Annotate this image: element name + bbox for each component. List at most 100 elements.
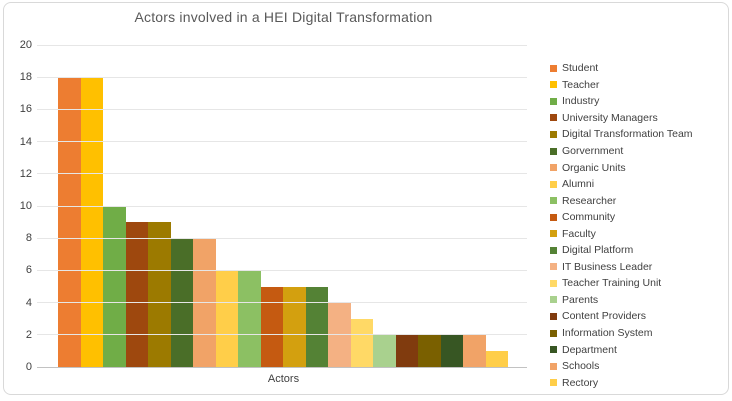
bar-parents (373, 334, 396, 367)
bar-department (440, 334, 463, 367)
legend-swatch-icon (550, 97, 557, 105)
gridline-y-20 (37, 44, 527, 46)
bars-group (58, 77, 508, 367)
legend-item-parents: Parents (550, 292, 693, 309)
legend-item-rectory: Rectory (550, 374, 693, 391)
bar-industry (103, 206, 126, 367)
legend-item-university-managers: University Managers (550, 110, 693, 127)
legend-swatch-icon (550, 346, 557, 354)
legend-swatch-icon (550, 64, 557, 72)
legend-swatch-icon (550, 362, 557, 370)
legend-label: Organic Units (562, 161, 626, 174)
legend-item-information-system: Information System (550, 325, 693, 342)
legend-label: Department (562, 343, 617, 356)
y-tick-label-10: 10 (19, 200, 32, 212)
gridline-y-10 (37, 205, 527, 207)
legend-swatch-icon (550, 147, 557, 155)
y-axis-labels: 0 2 4 6 8 10 12 14 16 18 20 (4, 39, 32, 373)
chart-frame: Actors involved in a HEI Digital Transfo… (3, 2, 729, 395)
gridline-y-8 (37, 237, 527, 239)
legend-label: Gorvernment (562, 145, 624, 157)
legend-item-student: Student (550, 60, 693, 77)
y-tick-label-16: 16 (19, 103, 32, 116)
legend-label: Rectory (562, 376, 599, 389)
legend-label: Digital Platform (562, 244, 634, 257)
y-tick-label-6: 6 (25, 264, 32, 277)
x-axis-title: Actors (267, 373, 300, 385)
legend-swatch-icon (550, 213, 557, 221)
legend-swatch-icon (550, 230, 557, 238)
legend-swatch-icon (550, 130, 557, 138)
y-tick-label-14: 14 (19, 135, 32, 148)
bar-faculty (283, 286, 306, 367)
legend-item-content-providers: Content Providers (550, 308, 693, 325)
bar-digital-transformation-team (148, 222, 171, 367)
bar-community (260, 286, 283, 367)
legend-item-researcher: Researcher (550, 192, 693, 209)
legend-item-digital-transformation-team: Digital Transformation Team (550, 126, 693, 143)
legend-label: Teacher Training Unit (562, 277, 662, 290)
bar-digital-platform (305, 286, 328, 367)
legend-item-teacher-training-unit: Teacher Training Unit (550, 275, 693, 292)
legend-swatch-icon (550, 164, 557, 172)
legend-label: Teacher (562, 78, 600, 91)
bar-student (58, 77, 81, 367)
y-tick-label-0: 0 (25, 361, 32, 373)
legend-label: IT Business Leader (562, 260, 653, 273)
y-tick-label-20: 20 (19, 39, 32, 51)
bar-rectory (485, 350, 508, 367)
gridline-y-16 (37, 108, 527, 110)
legend-label: Student (562, 62, 599, 75)
legend-label: Information System (562, 327, 653, 340)
y-tick-label-8: 8 (25, 232, 32, 245)
gridline-y-18 (37, 76, 527, 78)
legend-item-industry: Industry (550, 93, 693, 110)
bar-information-system (418, 334, 441, 367)
legend-label: Schools (562, 360, 600, 373)
legend-label: Parents (562, 293, 599, 306)
legend-swatch-icon (550, 379, 557, 387)
y-tick-label-4: 4 (25, 296, 32, 309)
legend-item-gorvernment: Gorvernment (550, 143, 693, 160)
legend-swatch-icon (550, 312, 557, 320)
legend-item-schools: Schools (550, 358, 693, 375)
legend-item-digital-platform: Digital Platform (550, 242, 693, 259)
y-tick-label-2: 2 (25, 328, 32, 341)
legend-label: Faculty (562, 227, 596, 240)
legend-item-organic-units: Organic Units (550, 159, 693, 176)
legend-item-department: Department (550, 341, 693, 358)
bar-researcher (238, 270, 261, 367)
legend-swatch-icon (550, 114, 557, 122)
legend-label: Digital Transformation Team (562, 128, 693, 141)
legend-item-it-business-leader: IT Business Leader (550, 259, 693, 276)
gridline-y-12 (37, 173, 527, 175)
gridline-y-2 (37, 334, 527, 336)
legend-label: Alumni (562, 178, 595, 191)
gridline-y-6 (37, 269, 527, 271)
legend-item-alumni: Alumni (550, 176, 693, 193)
legend-label: University Managers (562, 111, 658, 124)
gridline-y-4 (37, 302, 527, 304)
y-tick-label-12: 12 (19, 167, 32, 180)
bar-teacher (80, 77, 103, 367)
gridline-y-14 (37, 141, 527, 143)
bar-university-managers (125, 222, 148, 367)
legend-swatch-icon (550, 329, 557, 337)
legend-swatch-icon (550, 81, 557, 89)
legend-swatch-icon (550, 180, 557, 188)
chart-title: Actors involved in a HEI Digital Transfo… (134, 9, 433, 25)
bar-teacher-training-unit (350, 318, 373, 367)
legend: Student Teacher Industry University Manager… (550, 60, 693, 391)
legend-item-teacher: Teacher (550, 77, 693, 94)
y-tick-label-18: 18 (19, 71, 32, 84)
bar-alumni (215, 270, 238, 367)
legend-item-community: Community (550, 209, 693, 226)
bar-content-providers (395, 334, 418, 367)
legend-swatch-icon (550, 197, 557, 205)
legend-item-faculty: Faculty (550, 225, 693, 242)
legend-swatch-icon (550, 279, 557, 287)
plot-area (37, 44, 527, 368)
legend-swatch-icon (550, 296, 557, 304)
legend-label: Industry (562, 95, 600, 108)
